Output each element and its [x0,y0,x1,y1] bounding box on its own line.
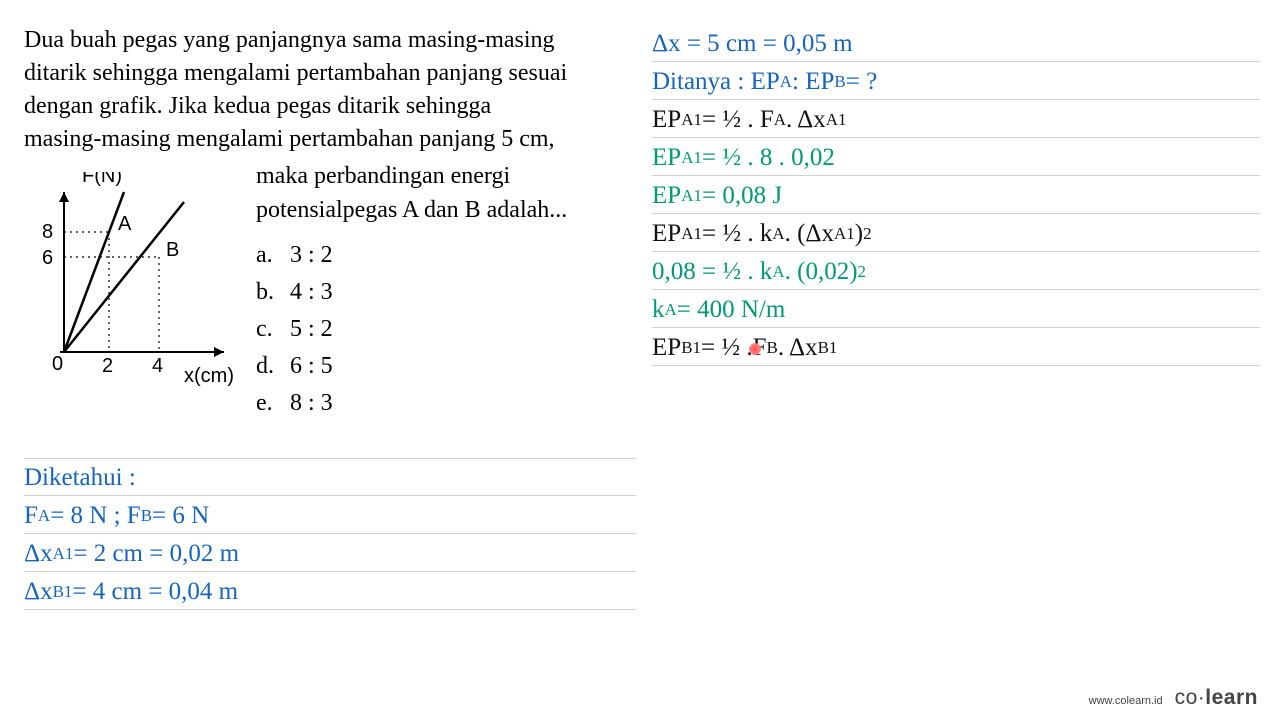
brand-logo: co·learn [1175,686,1258,710]
solution-line: kA = 400 N/m [652,290,1260,328]
option-a: a.3 : 2 [256,237,636,274]
solution-line: EPA1 = 0,08 J [652,176,1260,214]
known-block: Diketahui : FA = 8 N ; FB = 6 N ΔxA1 = 2… [24,458,636,610]
problem-line: ditarik sehingga mengalami pertambahan p… [24,57,636,90]
known-line: ΔxA1 = 2 cm = 0,02 m [24,534,636,572]
footer: www.colearn.id co·learn [1089,686,1258,710]
y-tick: 6 [42,247,53,269]
cursor-dot-icon [749,343,761,355]
series-a-label: A [118,213,132,235]
known-line: ΔxB1 = 4 cm = 0,04 m [24,572,636,610]
options-area: maka perbandingan energi potensialpegas … [244,160,636,422]
solution-line: EPA1 = ½ . FA . ΔxA1 [652,100,1260,138]
x-axis-label: x(cm) [184,365,234,387]
graph-svg: F(N) 8 6 A B 0 2 4 x(cm) [24,172,234,392]
option-b: b.4 : 3 [256,274,636,311]
solution-line: EPA1 = ½ . 8 . 0,02 [652,138,1260,176]
known-line: FA = 8 N ; FB = 6 N [24,496,636,534]
problem-continuation: maka perbandingan energi potensialpegas … [256,160,636,226]
solution-column: Δx = 5 cm = 0,05 m Ditanya : EPA : EPB =… [644,24,1260,423]
solution-line: Ditanya : EPA : EPB = ? [652,62,1260,100]
solution-line: EPB1 = ½ . FB . ΔxB1 [652,328,1260,366]
force-extension-graph: F(N) 8 6 A B 0 2 4 x(cm) [24,160,244,422]
x-tick: 2 [102,355,113,377]
y-axis-label: F(N) [82,172,122,187]
answer-options: a.3 : 2 b.4 : 3 c.5 : 2 d.6 : 5 e.8 : 3 [256,237,636,423]
series-b-label: B [166,239,179,261]
problem-line: masing-masing mengalami pertambahan panj… [24,123,636,156]
solution-line: EPA1 = ½ . kA . (ΔxA1)2 [652,214,1260,252]
option-d: d.6 : 5 [256,348,636,385]
footer-url: www.colearn.id [1089,695,1163,707]
option-e: e.8 : 3 [256,385,636,422]
x-tick: 4 [152,355,163,377]
option-c: c.5 : 2 [256,311,636,348]
problem-line: Dua buah pegas yang panjangnya sama masi… [24,24,636,57]
known-title: Diketahui : [24,458,636,496]
problem-column: Dua buah pegas yang panjangnya sama masi… [24,24,644,423]
problem-statement: Dua buah pegas yang panjangnya sama masi… [24,24,636,156]
solution-line: 0,08 = ½ . kA . (0,02)2 [652,252,1260,290]
origin-label: 0 [52,353,63,375]
solution-line: Δx = 5 cm = 0,05 m [652,24,1260,62]
y-tick: 8 [42,221,53,243]
problem-line: dengan grafik. Jika kedua pegas ditarik … [24,90,636,123]
